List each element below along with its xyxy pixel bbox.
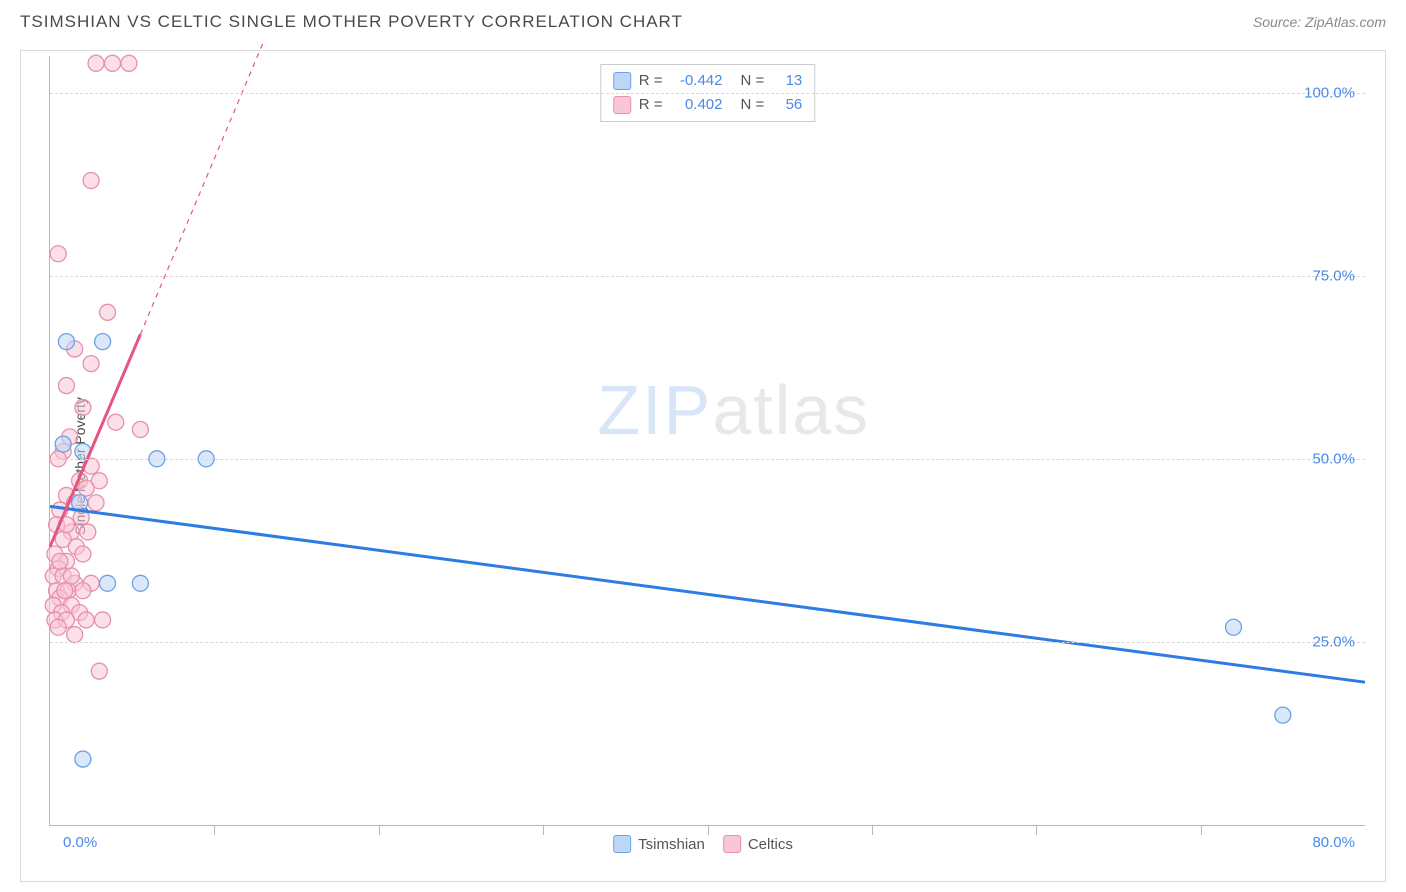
plot-area: ZIPatlas R = -0.442 N = 13 R = 0.402 N =… [49,56,1365,826]
legend-R-label: R = [639,69,663,93]
scatter-point [1226,619,1242,635]
trend-line-tsimshian [50,506,1365,682]
scatter-point [63,568,79,584]
x-tick-label-min: 0.0% [63,834,97,851]
gridline [50,459,1365,460]
legend-N-label: N = [741,69,765,93]
scatter-point [95,334,111,350]
scatter-point [100,575,116,591]
y-tick-label: 25.0% [1312,633,1355,650]
plot-svg [50,56,1365,825]
legend-swatch [613,835,631,853]
x-tick [1036,825,1037,835]
y-tick-label: 50.0% [1312,450,1355,467]
scatter-point [83,356,99,372]
x-tick-label-max: 80.0% [1312,834,1355,851]
scatter-point [57,583,73,599]
legend-swatch [723,835,741,853]
scatter-point [132,575,148,591]
scatter-point [132,422,148,438]
chart-source: Source: ZipAtlas.com [1253,14,1386,30]
scatter-point [58,334,74,350]
y-tick-label: 100.0% [1304,84,1355,101]
scatter-point [75,400,91,416]
scatter-point [52,553,68,569]
scatter-point [88,495,104,511]
x-tick [708,825,709,835]
x-tick [379,825,380,835]
scatter-point [104,55,120,71]
scatter-point [91,663,107,679]
scatter-point [80,524,96,540]
legend-label: Celtics [748,836,793,853]
gridline [50,642,1365,643]
chart-header: TSIMSHIAN VS CELTIC SINGLE MOTHER POVERT… [0,0,1406,40]
legend-bottom: Tsimshian Celtics [613,835,793,853]
chart-container: Single Mother Poverty ZIPatlas R = -0.44… [20,50,1386,882]
scatter-point [1275,707,1291,723]
gridline [50,93,1365,94]
legend-N-value: 13 [772,69,802,93]
scatter-point [83,173,99,189]
legend-N-value: 56 [772,93,802,117]
scatter-point [78,480,94,496]
legend-R-label: R = [639,93,663,117]
legend-swatch [613,72,631,90]
x-tick [872,825,873,835]
scatter-point [67,627,83,643]
scatter-point [75,546,91,562]
scatter-point [50,246,66,262]
chart-title: TSIMSHIAN VS CELTIC SINGLE MOTHER POVERT… [20,12,683,32]
x-tick [1201,825,1202,835]
y-tick-label: 75.0% [1312,267,1355,284]
legend-stats-row: R = 0.402 N = 56 [613,93,803,117]
x-tick [543,825,544,835]
legend-N-label: N = [741,93,765,117]
gridline [50,276,1365,277]
scatter-point [78,612,94,628]
legend-swatch [613,96,631,114]
legend-item: Celtics [723,835,793,853]
scatter-point [75,583,91,599]
legend-item: Tsimshian [613,835,705,853]
trend-line-celtics-dashed [140,41,263,334]
legend-R-value: -0.442 [671,69,723,93]
x-tick [214,825,215,835]
scatter-point [95,612,111,628]
scatter-point [58,378,74,394]
scatter-point [121,55,137,71]
scatter-point [55,436,71,452]
scatter-point [75,751,91,767]
legend-R-value: 0.402 [671,93,723,117]
scatter-point [100,304,116,320]
legend-label: Tsimshian [638,836,705,853]
scatter-point [88,55,104,71]
scatter-point [50,619,66,635]
scatter-point [108,414,124,430]
legend-stats-row: R = -0.442 N = 13 [613,69,803,93]
